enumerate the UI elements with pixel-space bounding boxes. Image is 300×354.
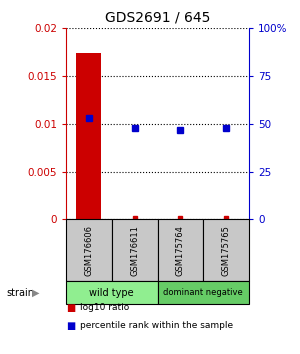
Bar xyxy=(76,53,101,219)
Text: GSM175765: GSM175765 xyxy=(222,225,231,276)
Text: strain: strain xyxy=(6,288,34,298)
Title: GDS2691 / 645: GDS2691 / 645 xyxy=(105,10,210,24)
Text: ■: ■ xyxy=(66,303,75,313)
Text: ■: ■ xyxy=(66,321,75,331)
Text: GSM176606: GSM176606 xyxy=(84,225,93,276)
Text: log10 ratio: log10 ratio xyxy=(80,303,129,313)
Text: GSM176611: GSM176611 xyxy=(130,225,139,276)
Text: GSM175764: GSM175764 xyxy=(176,225,185,276)
Text: wild type: wild type xyxy=(89,288,134,298)
Text: ▶: ▶ xyxy=(32,288,40,298)
Text: dominant negative: dominant negative xyxy=(164,289,243,297)
Text: percentile rank within the sample: percentile rank within the sample xyxy=(80,321,232,330)
